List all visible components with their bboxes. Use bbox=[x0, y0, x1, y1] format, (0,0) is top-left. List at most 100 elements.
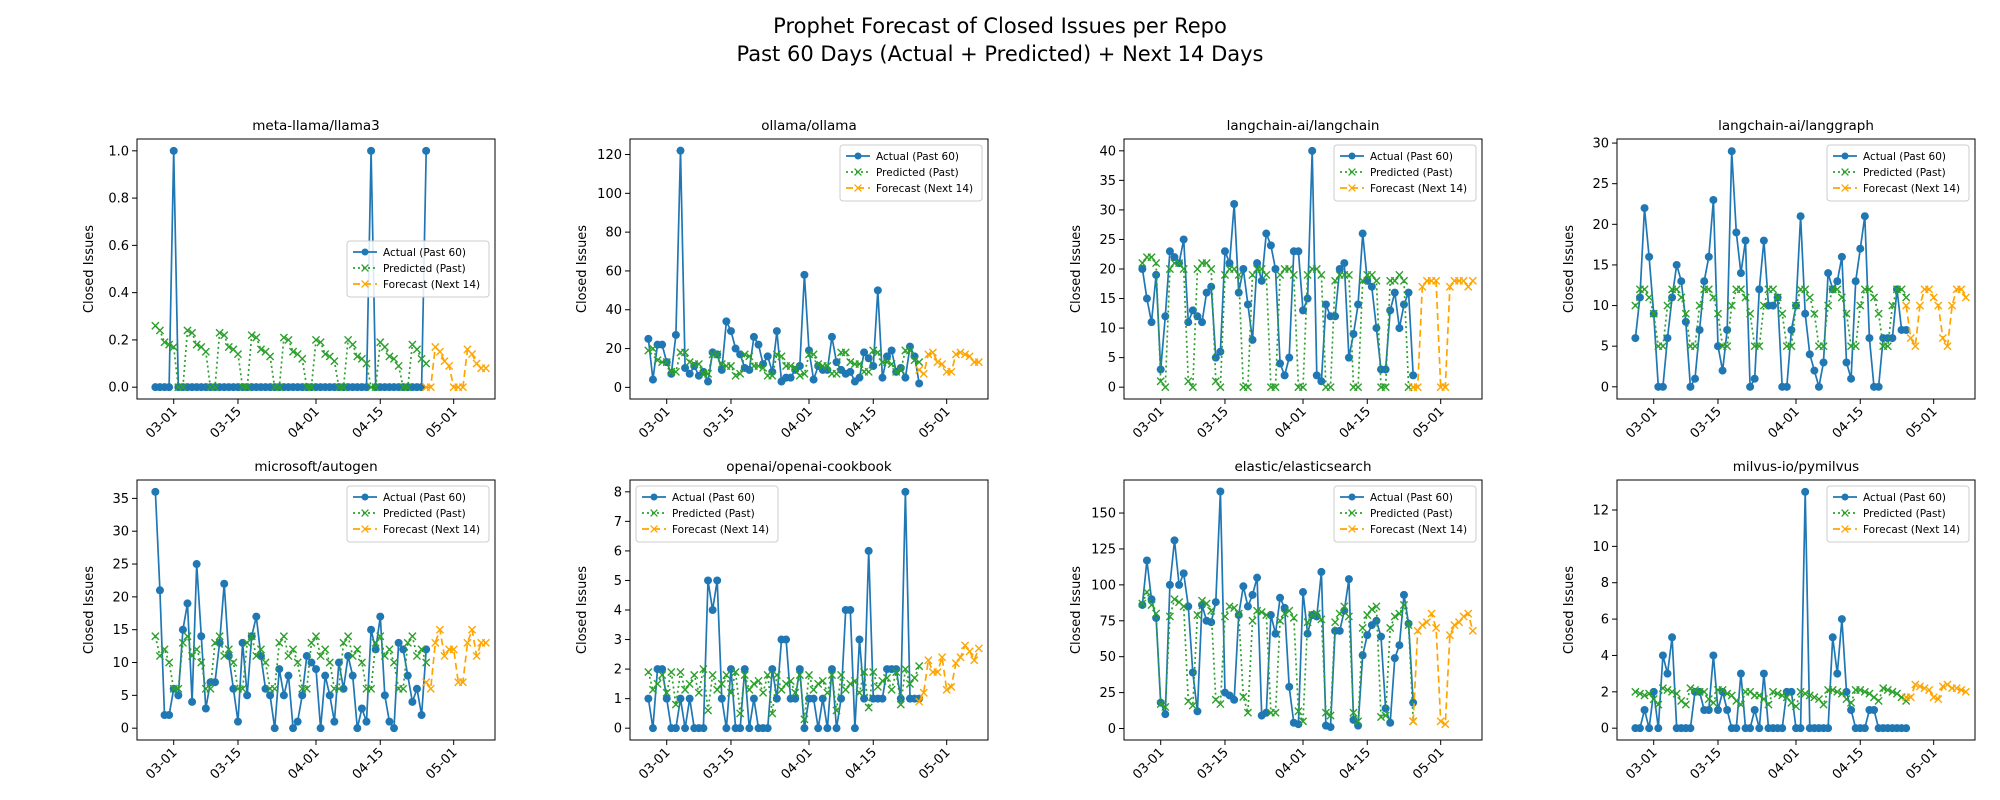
data-point bbox=[1801, 285, 1810, 294]
data-point bbox=[704, 377, 713, 386]
y-tick-label: 8 bbox=[614, 485, 622, 500]
series-line bbox=[425, 628, 486, 690]
data-point bbox=[873, 348, 882, 357]
data-point bbox=[1645, 293, 1654, 302]
data-point bbox=[458, 383, 467, 392]
data-point bbox=[896, 365, 905, 374]
series-forecast bbox=[915, 348, 983, 378]
data-point bbox=[1681, 309, 1690, 318]
data-point bbox=[1727, 147, 1736, 156]
legend-marker bbox=[361, 493, 369, 501]
legend-label: Predicted (Past) bbox=[1863, 167, 1946, 179]
data-point bbox=[1326, 723, 1335, 732]
axes-frame bbox=[1616, 479, 1976, 741]
legend-label: Predicted (Past) bbox=[383, 508, 466, 520]
y-tick-label: 0 bbox=[1108, 381, 1116, 396]
data-point bbox=[1635, 724, 1644, 733]
y-tick-label: 0.2 bbox=[108, 333, 129, 348]
data-point bbox=[233, 717, 242, 726]
data-point bbox=[261, 658, 270, 667]
data-point bbox=[151, 632, 160, 641]
data-point bbox=[1275, 270, 1285, 280]
data-point bbox=[1377, 632, 1386, 641]
legend: Actual (Past 60) Predicted (Past) Forecast… bbox=[635, 485, 779, 543]
data-point bbox=[1695, 325, 1704, 334]
data-point bbox=[1271, 265, 1280, 273]
data-point bbox=[330, 717, 339, 726]
data-point bbox=[892, 667, 901, 677]
y-axis-label: Closed Issues bbox=[575, 566, 590, 654]
data-point bbox=[1161, 710, 1170, 719]
data-point bbox=[330, 357, 339, 366]
data-point bbox=[220, 651, 229, 661]
data-point bbox=[832, 706, 841, 715]
legend-box bbox=[1826, 485, 1970, 543]
data-point bbox=[1746, 382, 1755, 391]
data-point bbox=[832, 369, 841, 378]
legend-marker bbox=[854, 168, 862, 176]
y-tick-label: 60 bbox=[605, 264, 622, 279]
data-point bbox=[1317, 377, 1326, 386]
legend-label: Actual (Past 60) bbox=[1863, 492, 1946, 504]
panel-title: meta-llama/llama3 bbox=[252, 118, 379, 134]
data-point bbox=[956, 653, 965, 662]
data-point bbox=[1262, 610, 1271, 620]
data-point bbox=[1142, 556, 1151, 565]
legend: Actual (Past 60) Predicted (Past) Forecast… bbox=[1826, 485, 1970, 543]
data-point bbox=[791, 694, 800, 703]
data-point bbox=[1819, 358, 1828, 367]
data-point bbox=[901, 664, 910, 674]
data-point bbox=[901, 487, 910, 496]
data-point bbox=[422, 645, 431, 654]
data-point bbox=[662, 688, 671, 697]
data-point bbox=[380, 342, 389, 352]
data-point bbox=[1317, 567, 1326, 576]
series-forecast bbox=[915, 641, 983, 706]
series-predicted bbox=[644, 662, 924, 724]
data-point bbox=[1842, 358, 1851, 367]
data-point bbox=[1381, 711, 1390, 720]
data-point bbox=[1791, 702, 1801, 711]
data-point bbox=[1842, 687, 1851, 696]
data-point bbox=[344, 651, 353, 660]
y-tick-label: 0.8 bbox=[108, 192, 129, 207]
data-point bbox=[864, 354, 873, 363]
data-point bbox=[1432, 276, 1441, 285]
data-point bbox=[671, 700, 680, 709]
data-point bbox=[1741, 236, 1750, 245]
y-tick-label: 4 bbox=[614, 604, 622, 619]
data-point bbox=[169, 146, 178, 155]
data-point bbox=[435, 347, 445, 356]
legend-label: Forecast (Next 14) bbox=[1863, 524, 1960, 536]
data-point bbox=[1961, 687, 1970, 696]
data-point bbox=[740, 350, 749, 359]
data-point bbox=[183, 632, 192, 641]
data-point bbox=[1746, 724, 1755, 733]
data-point bbox=[1929, 693, 1938, 702]
data-point bbox=[426, 383, 435, 392]
data-point bbox=[1782, 382, 1791, 391]
data-point bbox=[676, 694, 685, 703]
data-point bbox=[1220, 270, 1230, 280]
data-point bbox=[348, 671, 357, 680]
data-point bbox=[233, 349, 243, 359]
data-point bbox=[1828, 633, 1837, 642]
data-point bbox=[1363, 610, 1372, 620]
series-line bbox=[1635, 687, 1907, 708]
panel-title: milvus-io/pymilvus bbox=[1733, 459, 1859, 475]
data-point bbox=[658, 670, 667, 680]
data-point bbox=[1819, 700, 1828, 709]
legend: Actual (Past 60) Predicted (Past) Forecast… bbox=[1826, 144, 1970, 202]
data-point bbox=[1888, 301, 1897, 310]
legend-marker bbox=[1348, 168, 1356, 176]
data-point bbox=[671, 330, 680, 339]
y-tick-label: 30 bbox=[112, 525, 129, 540]
data-point bbox=[1344, 575, 1353, 584]
data-point bbox=[353, 352, 362, 361]
data-point bbox=[1266, 241, 1275, 250]
data-point bbox=[1413, 383, 1422, 392]
data-point bbox=[211, 678, 220, 687]
data-point bbox=[768, 709, 777, 718]
data-point bbox=[1216, 699, 1225, 709]
data-point bbox=[1468, 276, 1477, 285]
